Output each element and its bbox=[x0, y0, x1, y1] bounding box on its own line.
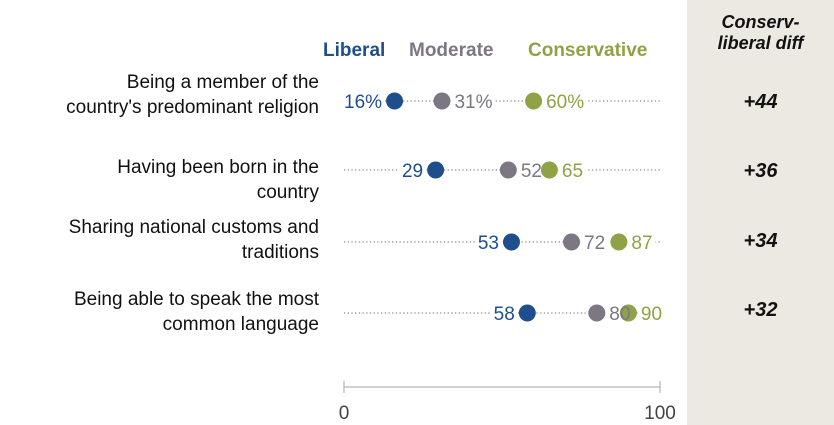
value-label-liberal: 29 bbox=[402, 161, 423, 182]
dot-liberal bbox=[502, 233, 520, 251]
label-gap bbox=[558, 159, 587, 181]
dot-liberal bbox=[386, 92, 404, 110]
label-gap bbox=[341, 90, 386, 112]
dot-conservative bbox=[610, 233, 628, 251]
label-gap bbox=[628, 231, 656, 253]
diff-column-panel bbox=[687, 0, 834, 425]
x-tick-label: 100 bbox=[644, 403, 676, 424]
value-label-moderate: 52 bbox=[521, 161, 542, 182]
diff-value-customs: +34 bbox=[743, 230, 778, 252]
row-label-line: country bbox=[256, 182, 319, 203]
legend-liberal: Liberal bbox=[323, 40, 386, 61]
x-tick-label: 0 bbox=[339, 403, 350, 424]
value-label-moderate: 80 bbox=[609, 304, 630, 325]
value-label-liberal: 58 bbox=[494, 304, 515, 325]
dot-conservative bbox=[619, 304, 637, 322]
value-label-conservative: 87 bbox=[631, 233, 652, 254]
row-label-line: Being a member of the bbox=[126, 72, 319, 93]
row-label-line: Being able to speak the most bbox=[73, 289, 319, 310]
diff-header-line2: liberal diff bbox=[717, 33, 804, 53]
label-gap bbox=[581, 231, 609, 253]
diff-column-header: Conserv- liberal diff bbox=[687, 12, 834, 54]
label-gap bbox=[474, 231, 502, 253]
value-label-conservative: 65 bbox=[562, 161, 583, 182]
label-gap bbox=[398, 159, 427, 181]
dot-liberal bbox=[518, 304, 536, 322]
value-label-moderate: 31% bbox=[454, 92, 492, 113]
row-label-line: Sharing national customs and bbox=[68, 217, 319, 238]
dot-moderate bbox=[563, 233, 581, 251]
row-label-customs: Sharing national customs and traditions bbox=[69, 215, 319, 265]
row-label-line: Having been born in the bbox=[117, 157, 319, 178]
dot-conservative bbox=[525, 92, 543, 110]
value-label-liberal: 53 bbox=[478, 233, 499, 254]
row-label-born: Having been born in the country bbox=[117, 155, 319, 205]
dot-moderate bbox=[588, 304, 606, 322]
label-gap bbox=[490, 302, 518, 324]
label-gap bbox=[451, 90, 496, 112]
row-label-language: Being able to speak the most common lang… bbox=[74, 287, 319, 337]
dot-moderate bbox=[433, 92, 451, 110]
legend-conservative: Conservative bbox=[528, 40, 648, 61]
label-gap bbox=[637, 302, 666, 324]
value-label-conservative: 60% bbox=[546, 92, 584, 113]
label-gap bbox=[543, 90, 588, 112]
dot-conservative bbox=[540, 161, 558, 179]
row-label-line: traditions bbox=[241, 242, 319, 263]
diff-value-religion: +44 bbox=[743, 91, 778, 113]
value-label-conservative: 90 bbox=[641, 304, 662, 325]
legend-moderate: Moderate bbox=[409, 40, 494, 61]
row-label-line: country's predominant religion bbox=[66, 97, 319, 118]
dot-liberal bbox=[427, 161, 445, 179]
diff-header-line1: Conserv- bbox=[721, 12, 800, 32]
diff-value-language: +32 bbox=[743, 299, 778, 321]
label-gap bbox=[517, 159, 545, 181]
row-label-religion: Being a member of the country's predomin… bbox=[66, 70, 319, 120]
diff-value-born: +36 bbox=[743, 160, 778, 182]
dot-plot: 16% 31% 60% 29 52 65 53 72 87 58 80 90 0 100 bbox=[339, 90, 676, 424]
value-label-moderate: 72 bbox=[584, 233, 605, 254]
row-label-line: common language bbox=[162, 314, 319, 335]
dot-moderate bbox=[499, 161, 517, 179]
value-label-liberal: 16% bbox=[344, 92, 382, 113]
